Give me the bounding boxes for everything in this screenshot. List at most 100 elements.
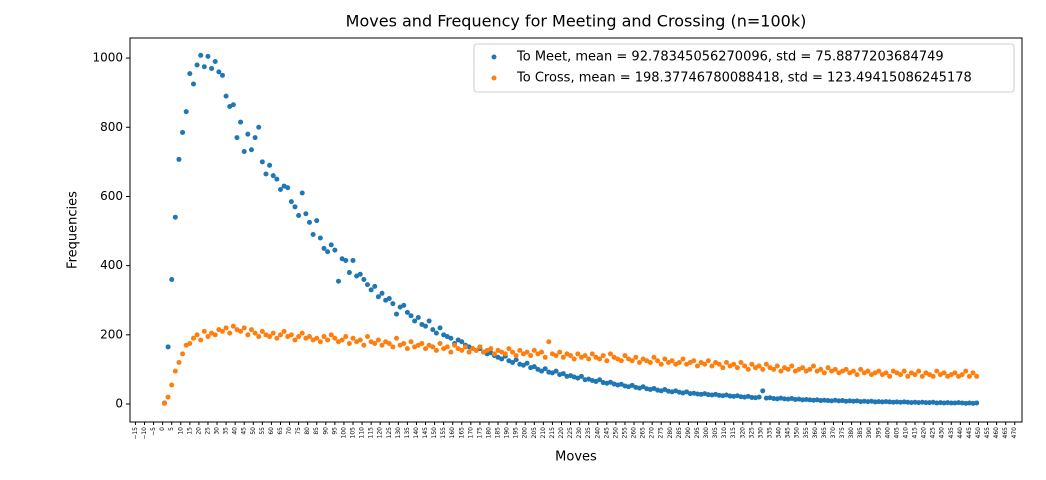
point [876,399,882,405]
point [680,356,686,362]
point [528,353,534,359]
x-tick-label: 240 [594,427,601,439]
x-tick-label: 360 [812,427,819,439]
point [430,327,436,333]
point [524,349,530,355]
point [259,159,265,165]
x-tick-label: 100 [340,427,347,439]
x-tick-label: 225 [567,427,574,439]
point [916,400,922,406]
x-tick-label: 140 [413,427,420,439]
x-tick-label: 95 [331,427,338,435]
point [945,400,951,406]
point [821,397,827,403]
point [966,400,972,406]
point [694,391,700,397]
legend-box [473,43,1015,93]
point [640,384,646,390]
point [956,400,962,406]
point [738,359,744,365]
point [386,295,392,301]
point [375,294,381,300]
x-tick-label: 290 [685,427,692,439]
point [655,358,661,364]
point [662,356,668,362]
legend-label: To Cross, mean = 198.37746780088418, std… [516,71,972,86]
point [172,214,178,220]
point [607,351,613,357]
x-tick-label: 320 [739,427,746,439]
x-tick-label: 260 [631,427,638,439]
point [898,399,904,405]
point [270,330,276,336]
point [702,361,708,367]
point [923,400,929,406]
point [597,377,603,383]
point [343,334,349,340]
point [941,400,947,406]
legend-marker [491,75,497,81]
point [499,356,505,362]
point [444,344,450,350]
point [847,398,853,404]
point [165,344,171,350]
point [238,119,244,125]
point [807,397,813,403]
point [303,211,309,217]
x-tick-label: 420 [921,427,928,439]
point [361,276,367,282]
point [161,400,167,406]
point [459,339,465,345]
point [165,394,171,400]
point [321,245,327,251]
point [379,290,385,296]
x-tick-label: 255 [621,427,628,439]
point [477,344,483,350]
point [774,363,780,369]
point [296,334,302,340]
point [292,337,298,343]
point [252,135,258,141]
point [771,395,777,401]
point [176,156,182,162]
point [227,330,233,336]
x-tick-label: 345 [785,427,792,439]
point [419,340,425,346]
point [778,368,784,374]
point [894,399,900,405]
point [818,398,824,404]
point [854,372,860,378]
point [883,399,889,405]
point [898,372,904,378]
point [636,359,642,365]
point [618,358,624,364]
point [785,366,791,372]
point [756,394,762,400]
point [328,332,334,338]
point [934,368,940,374]
point [850,398,856,404]
point [299,190,305,196]
point [452,342,458,348]
point [669,358,675,364]
point [879,399,885,405]
point [872,399,878,405]
point [350,257,356,263]
point [586,356,592,362]
point [180,129,186,135]
point [542,366,548,372]
point [825,398,831,404]
point [404,346,410,352]
point [858,366,864,372]
point [306,334,312,340]
x-tick-label: 160 [449,427,456,439]
point [963,368,969,374]
point [267,334,273,340]
x-tick-label: 410 [902,427,909,439]
point [731,361,737,367]
point [205,53,211,59]
point [694,363,700,369]
point [553,353,559,359]
x-tick-label: 220 [558,427,565,439]
